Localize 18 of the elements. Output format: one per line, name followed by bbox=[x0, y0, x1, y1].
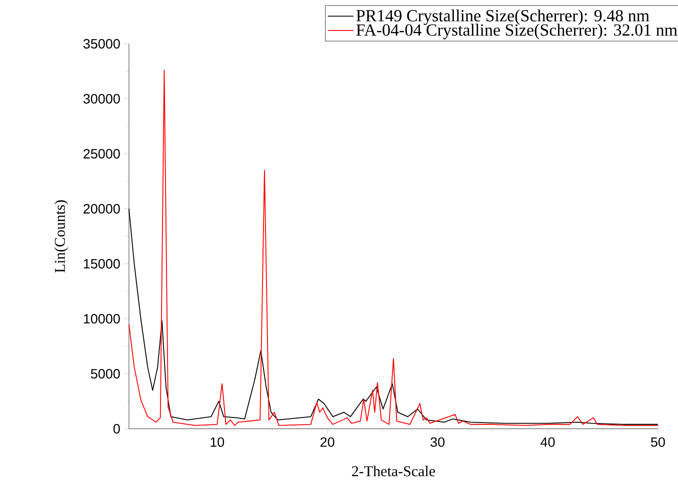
legend-label: FA-04-04 Crystalline Size(Scherrer): 32.01 nm bbox=[356, 24, 678, 40]
line-series bbox=[128, 70, 658, 426]
y-tick-label: 5000 bbox=[90, 369, 120, 379]
x-tick-label: 40 bbox=[540, 437, 555, 447]
y-tick-label: 20000 bbox=[84, 204, 120, 214]
legend-label: PR149 Crystalline Size(Scherrer): 9.48 nm bbox=[356, 9, 650, 25]
y-tick-label: 0 bbox=[113, 424, 120, 434]
x-tick-label: 50 bbox=[650, 437, 665, 447]
x-tick-label: 30 bbox=[430, 437, 445, 447]
x-axis-title: 2-Theta-Scale bbox=[352, 466, 435, 476]
y-tick-label: 10000 bbox=[84, 314, 120, 324]
y-tick-label: 25000 bbox=[84, 149, 120, 159]
x-tick-label: 20 bbox=[320, 437, 334, 447]
y-tick-label: 15000 bbox=[84, 259, 120, 269]
y-axis-title: Lin(Counts) bbox=[54, 200, 68, 273]
x-tick-label: 10 bbox=[210, 437, 224, 447]
y-tick-label: 30000 bbox=[83, 94, 120, 104]
y-tick-label: 35000 bbox=[83, 39, 120, 49]
